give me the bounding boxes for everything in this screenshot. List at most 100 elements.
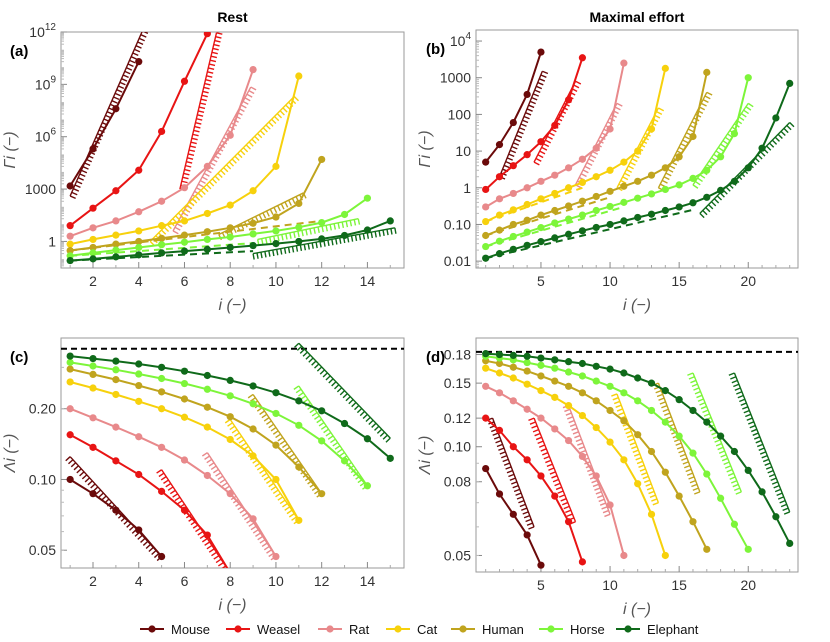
hatch-mark xyxy=(629,161,636,166)
data-point xyxy=(537,138,545,146)
hatch-mark xyxy=(311,412,318,417)
asymptote-elephant xyxy=(294,342,391,443)
data-point xyxy=(158,363,166,371)
data-point xyxy=(509,118,517,127)
hatch-mark xyxy=(140,34,147,38)
hatch-mark xyxy=(196,118,203,121)
hatch-mark xyxy=(736,391,743,395)
hatch-mark xyxy=(724,465,732,469)
hatch-mark xyxy=(578,446,585,450)
hatch-mark xyxy=(277,235,280,242)
data-point xyxy=(340,210,349,219)
hatch-mark xyxy=(275,492,281,498)
hatch-mark xyxy=(174,226,181,231)
data-point xyxy=(606,187,614,195)
x-tick-label: 2 xyxy=(89,273,97,289)
data-point xyxy=(363,194,372,202)
hatch-mark xyxy=(186,161,193,164)
data-point xyxy=(578,411,587,420)
hatch-mark xyxy=(281,234,284,241)
data-point xyxy=(523,358,531,367)
hatch-mark xyxy=(213,555,220,560)
data-point xyxy=(249,452,257,460)
hatch-mark xyxy=(505,161,512,165)
hatch-mark xyxy=(237,152,243,159)
hatch-mark xyxy=(757,154,763,160)
hatch-mark xyxy=(185,164,192,168)
dashed-line-horse xyxy=(70,242,254,257)
series-rat xyxy=(66,405,280,561)
data-point xyxy=(606,166,614,174)
hatch-mark xyxy=(590,154,597,159)
hatch-mark xyxy=(187,153,195,156)
y-axis-label: Γi (−) xyxy=(417,130,434,167)
data-point xyxy=(180,395,189,403)
hatch-mark xyxy=(612,397,619,401)
data-point xyxy=(318,407,326,415)
hatch-mark xyxy=(594,487,601,491)
hatch-mark xyxy=(749,424,756,429)
data-point xyxy=(363,435,372,443)
hatch-mark xyxy=(568,419,575,424)
hatch-mark xyxy=(288,453,295,458)
hatch-mark xyxy=(687,128,694,133)
data-point xyxy=(551,121,559,130)
data-point xyxy=(180,231,189,239)
data-point xyxy=(620,217,628,225)
hatch-mark xyxy=(537,440,544,445)
data-point xyxy=(495,389,504,397)
hatch-mark xyxy=(252,529,259,534)
data-point xyxy=(509,220,517,229)
data-point xyxy=(620,182,628,190)
data-point xyxy=(180,379,189,388)
legend-marker xyxy=(547,625,555,633)
hatch-mark xyxy=(598,498,605,503)
data-point xyxy=(523,184,531,192)
hatch-mark xyxy=(545,139,552,144)
hatch-mark xyxy=(314,415,320,420)
data-point xyxy=(509,189,517,198)
hatch-mark xyxy=(537,154,544,159)
data-point xyxy=(537,387,545,395)
data-point xyxy=(592,362,600,370)
hatch-mark xyxy=(669,165,676,170)
data-point xyxy=(112,357,120,365)
hatch-mark xyxy=(208,548,215,553)
data-point xyxy=(89,224,97,232)
hatch-mark xyxy=(520,123,527,127)
data-point xyxy=(112,105,120,113)
y-tick-label: 109 xyxy=(35,74,57,92)
hatch-mark xyxy=(720,454,727,458)
hatch-mark xyxy=(509,477,516,481)
hatch-mark xyxy=(563,505,570,510)
data-point xyxy=(758,144,766,152)
hatch-mark xyxy=(198,110,205,113)
hatch-mark xyxy=(76,180,83,185)
hatch-mark xyxy=(341,221,345,229)
hatch-mark xyxy=(782,507,789,512)
hatch-mark xyxy=(193,129,200,133)
hatch-mark xyxy=(209,181,215,187)
hatch-mark xyxy=(577,442,584,446)
data-point xyxy=(551,206,559,215)
data-point xyxy=(180,413,189,421)
hatch-mark xyxy=(248,90,255,95)
x-tick-label: 2 xyxy=(89,573,97,589)
hatch-mark xyxy=(682,139,689,144)
data-point xyxy=(226,233,234,241)
hatch-mark xyxy=(204,455,210,460)
hatch-mark xyxy=(330,438,336,444)
data-point xyxy=(482,242,490,251)
series-line xyxy=(69,69,255,238)
hatch-mark xyxy=(259,539,266,544)
data-point xyxy=(482,203,490,211)
hatch-mark xyxy=(588,158,595,163)
hatch-mark xyxy=(717,446,724,451)
hatch-mark xyxy=(728,372,735,376)
data-point xyxy=(647,125,656,133)
data-point xyxy=(135,227,143,235)
hatch-mark xyxy=(582,169,589,174)
hatch-mark xyxy=(318,421,325,427)
data-point xyxy=(203,32,211,38)
data-point xyxy=(272,409,280,418)
